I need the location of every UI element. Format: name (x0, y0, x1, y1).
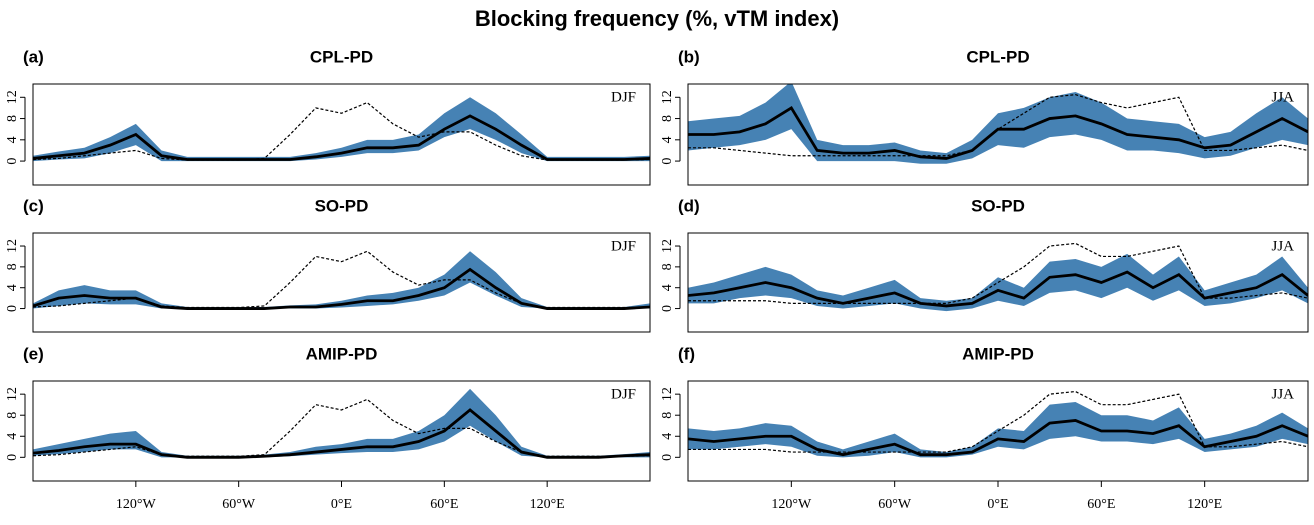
x-tick-label: 0°E (987, 497, 1008, 512)
panel-title: SO-PD (315, 196, 369, 215)
y-tick-label: 8 (660, 412, 675, 419)
mean-line (33, 114, 650, 161)
panel-label: (a) (23, 47, 44, 66)
x-tick-label: 120°W (771, 497, 812, 512)
y-tick-label: 0 (5, 454, 20, 461)
x-tick-label: 120°E (1187, 497, 1222, 512)
x-tick-label: 60°W (222, 497, 256, 512)
y-tick-label: 8 (5, 263, 20, 270)
panel-title: CPL-PD (966, 47, 1029, 66)
observed-line (688, 390, 1308, 453)
y-tick-label: 4 (5, 284, 20, 291)
panel-title: SO-PD (971, 196, 1025, 215)
x-tick-label: 60°E (430, 497, 458, 512)
spread-band (688, 84, 1308, 164)
figure-title: Blocking frequency (%, vTM index) (475, 6, 839, 31)
x-tick-label: 0°E (331, 497, 352, 512)
observed-line (33, 398, 650, 457)
y-tick-label: 12 (660, 387, 675, 401)
plot-frame (32, 83, 651, 186)
y-tick-label: 4 (660, 136, 675, 143)
y-tick-label: 8 (660, 263, 675, 270)
observed-line (33, 101, 650, 161)
season-label: DJF (611, 238, 636, 254)
observed-line (688, 242, 1308, 304)
plot-frame (32, 380, 651, 482)
observed-line (33, 250, 650, 309)
season-label: DJF (611, 386, 636, 402)
y-tick-label: 4 (5, 433, 20, 440)
y-tick-label: 0 (5, 305, 20, 312)
panel-label: (b) (678, 47, 700, 66)
y-tick-label: 8 (5, 115, 20, 122)
y-tick-label: 8 (660, 115, 675, 122)
plot-frame (32, 232, 651, 333)
season-label: JJA (1271, 238, 1294, 254)
x-tick-label: 120°E (530, 497, 565, 512)
y-tick-label: 0 (660, 158, 675, 165)
panel-label: (e) (23, 344, 44, 363)
spread-band (33, 251, 650, 309)
y-tick-label: 0 (5, 158, 20, 165)
y-tick-label: 12 (660, 90, 675, 104)
panel-title: CPL-PD (310, 47, 373, 66)
panel-label: (f) (678, 344, 695, 363)
y-tick-label: 12 (5, 239, 20, 253)
spread-band (688, 402, 1308, 458)
y-tick-label: 4 (5, 136, 20, 143)
spread-band (33, 97, 650, 162)
spread-band (33, 388, 650, 458)
observed-line (688, 94, 1308, 157)
y-tick-label: 12 (660, 239, 675, 253)
y-tick-label: 0 (660, 305, 675, 312)
x-tick-label: 60°E (1087, 497, 1115, 512)
plot-frame (687, 83, 1309, 186)
mean-line (33, 267, 650, 310)
x-tick-label: 60°W (878, 497, 912, 512)
y-tick-label: 0 (660, 454, 675, 461)
mean-line (688, 270, 1308, 308)
y-tick-label: 12 (5, 90, 20, 104)
y-tick-label: 12 (5, 387, 20, 401)
mean-line (33, 408, 650, 459)
season-label: DJF (611, 89, 636, 105)
panel-label: (d) (678, 196, 700, 215)
season-label: JJA (1271, 386, 1294, 402)
y-tick-label: 4 (660, 284, 675, 291)
panel-label: (c) (23, 196, 44, 215)
x-tick-label: 120°W (116, 497, 157, 512)
plot-frame (687, 232, 1309, 333)
y-tick-label: 8 (5, 412, 20, 419)
panel-title: AMIP-PD (962, 344, 1034, 363)
season-label: JJA (1271, 89, 1294, 105)
mean-line (688, 105, 1308, 160)
panel-title: AMIP-PD (306, 344, 378, 363)
y-tick-label: 4 (660, 433, 675, 440)
